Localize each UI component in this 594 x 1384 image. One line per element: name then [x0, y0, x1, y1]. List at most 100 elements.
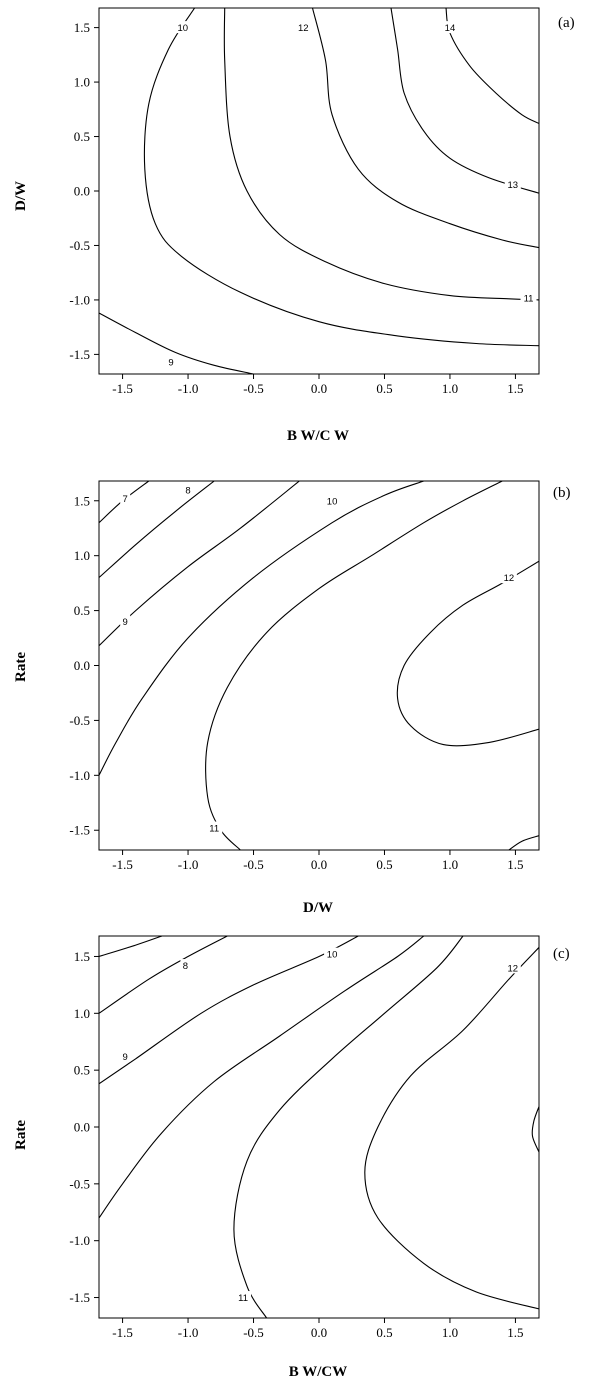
contour-line-11 [223, 8, 539, 301]
y-tick-label: 1.5 [74, 493, 90, 508]
y-axis-title: Rate [13, 1120, 29, 1150]
y-tick-label: -1.5 [69, 347, 90, 362]
x-tick-label: -1.0 [178, 857, 199, 872]
contour-label-bg [120, 492, 131, 505]
contour-label-bg [504, 177, 521, 190]
contour-label: 7 [123, 494, 128, 505]
y-tick-label: -0.5 [69, 713, 90, 728]
x-tick-label: -1.0 [178, 381, 199, 396]
y-tick-label: 0.0 [74, 1120, 90, 1135]
x-axis-title: B W/CW [289, 1364, 347, 1380]
y-tick-label: -1.5 [69, 1290, 90, 1305]
y-tick-label: 0.5 [74, 129, 90, 144]
y-tick-label: 0.0 [74, 184, 90, 199]
x-tick-label: 0.0 [311, 1325, 327, 1340]
contour-label: 9 [168, 358, 173, 369]
contour-label-bg [324, 494, 341, 507]
x-tick-label: 1.0 [442, 381, 458, 396]
y-tick-label: 1.0 [74, 75, 90, 90]
panel-letter-b: (b) [553, 485, 571, 501]
y-tick-label: -0.5 [69, 238, 90, 253]
plot-frame [98, 480, 540, 851]
contour-label: 10 [327, 950, 338, 961]
panel-letter-c: (c) [553, 946, 570, 962]
panel-letter-a: (a) [558, 15, 575, 31]
contour-line-12 [508, 835, 539, 850]
contour-label: 9 [123, 1052, 128, 1063]
x-axis-title: B W/C W [287, 428, 349, 444]
contour-label-bg [183, 483, 194, 496]
x-tick-label: -1.0 [178, 1325, 199, 1340]
x-tick-label: -1.5 [112, 1325, 133, 1340]
contour-line-11 [205, 481, 503, 850]
contour-line-12 [531, 1106, 539, 1153]
contour-line-13 [390, 8, 539, 194]
contour-lines [99, 936, 539, 1318]
x-axis-title: D/W [303, 900, 333, 916]
y-tick-label: -1.5 [69, 823, 90, 838]
contour-label: 14 [445, 23, 456, 34]
contour-label-bg [206, 821, 223, 834]
y-tick-label: 1.0 [74, 548, 90, 563]
y-tick-label: 0.0 [74, 658, 90, 673]
contour-label-bg [174, 21, 191, 34]
contour-line-9 [99, 312, 254, 374]
contour-line-10 [143, 8, 539, 347]
contour-line-8 [99, 936, 163, 958]
y-tick-label: 0.5 [74, 1063, 90, 1078]
contour-label: 11 [238, 1293, 248, 1304]
x-tick-label: 0.5 [376, 381, 392, 396]
contour-label-bg [504, 961, 521, 974]
contour-label-bg [120, 615, 131, 628]
contour-label-bg [295, 21, 312, 34]
x-tick-label: 1.0 [442, 1325, 458, 1340]
x-tick-label: 0.5 [376, 857, 392, 872]
contour-line-9 [99, 936, 228, 1014]
x-tick-label: -0.5 [243, 857, 264, 872]
contour-line-10 [99, 936, 359, 1085]
contour-plot-c: (c) B W/CW Rate -1.5 -1.0 -0.5 0.0 0.5 1.0 1.5… [13, 935, 570, 1380]
contour-label-bg [120, 1050, 131, 1063]
x-tick-label: 1.5 [507, 1325, 523, 1340]
y-axis-title: D/W [13, 181, 29, 211]
contour-label-bg [324, 947, 341, 960]
contour-line-8 [99, 481, 215, 579]
contour-label: 11 [524, 293, 534, 304]
y-tick-label: 1.5 [74, 949, 90, 964]
x-tick-label: -0.5 [243, 381, 264, 396]
y-axis-title: Rate [13, 652, 29, 682]
contour-label: 8 [185, 485, 190, 496]
contour-lines [99, 8, 539, 374]
contour-line-12 [364, 947, 539, 1310]
contour-plot-b: (b) D/W Rate -1.5 -1.0 -0.5 0.0 0.5 1.0 1.5 1.5… [13, 480, 571, 916]
y-tick-label: -1.0 [69, 1233, 90, 1248]
x-tick-label: 1.5 [507, 857, 523, 872]
contour-label: 11 [209, 824, 219, 835]
contour-label: 9 [123, 617, 128, 628]
contour-plot-a: (a) B W/C W D/W -1.5 -1.0 -0.5 0.0 0.5 1.0 1.5… [13, 7, 575, 444]
contour-label: 12 [508, 963, 519, 974]
plot-frame [98, 935, 540, 1319]
contour-label: 12 [298, 23, 309, 34]
x-tick-label: -1.5 [112, 857, 133, 872]
x-tick-label: 1.5 [507, 381, 523, 396]
contour-label: 12 [504, 573, 515, 584]
contour-line-12 [396, 560, 539, 747]
contour-label-bg [441, 21, 458, 34]
y-tick-label: 1.5 [74, 20, 90, 35]
contour-line-12 [311, 8, 539, 249]
x-tick-label: -0.5 [243, 1325, 264, 1340]
contour-label-bg [180, 959, 191, 972]
x-tick-label: 0.0 [311, 381, 327, 396]
contour-label-bg [500, 571, 517, 584]
x-tick-label: 0.0 [311, 857, 327, 872]
y-tick-label: -0.5 [69, 1176, 90, 1191]
contour-line-11 [99, 936, 425, 1219]
contour-label-bg [520, 291, 537, 304]
contour-label: 8 [183, 961, 188, 972]
y-tick-label: 1.0 [74, 1006, 90, 1021]
contour-line-10 [99, 481, 424, 776]
contour-label-bg [166, 355, 177, 368]
x-tick-label: 1.0 [442, 857, 458, 872]
contour-label-bg [235, 1291, 252, 1304]
